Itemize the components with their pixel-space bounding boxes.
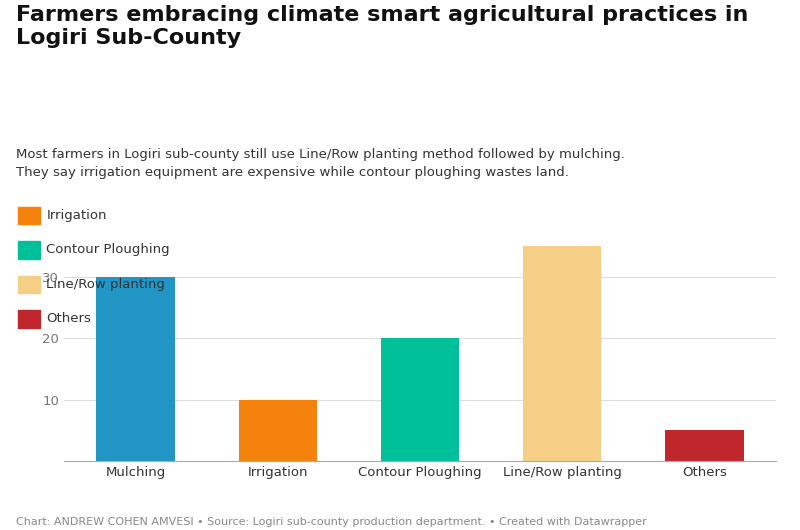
Text: Line/Row planting: Line/Row planting — [46, 278, 166, 290]
Text: Farmers embracing climate smart agricultural practices in
Logiri Sub-County: Farmers embracing climate smart agricult… — [16, 5, 748, 49]
Text: Chart: ANDREW COHEN AMVESI • Source: Logiri sub-county production department. • : Chart: ANDREW COHEN AMVESI • Source: Log… — [16, 517, 646, 527]
Bar — [96, 277, 174, 461]
Bar — [523, 246, 602, 461]
Bar — [238, 400, 317, 461]
Text: Contour Ploughing: Contour Ploughing — [46, 243, 170, 256]
Text: Others: Others — [46, 312, 91, 325]
Text: Irrigation: Irrigation — [46, 209, 107, 222]
Text: Most farmers in Logiri sub-county still use Line/Row planting method followed by: Most farmers in Logiri sub-county still … — [16, 148, 625, 179]
Bar — [381, 338, 459, 461]
Bar — [666, 430, 744, 461]
